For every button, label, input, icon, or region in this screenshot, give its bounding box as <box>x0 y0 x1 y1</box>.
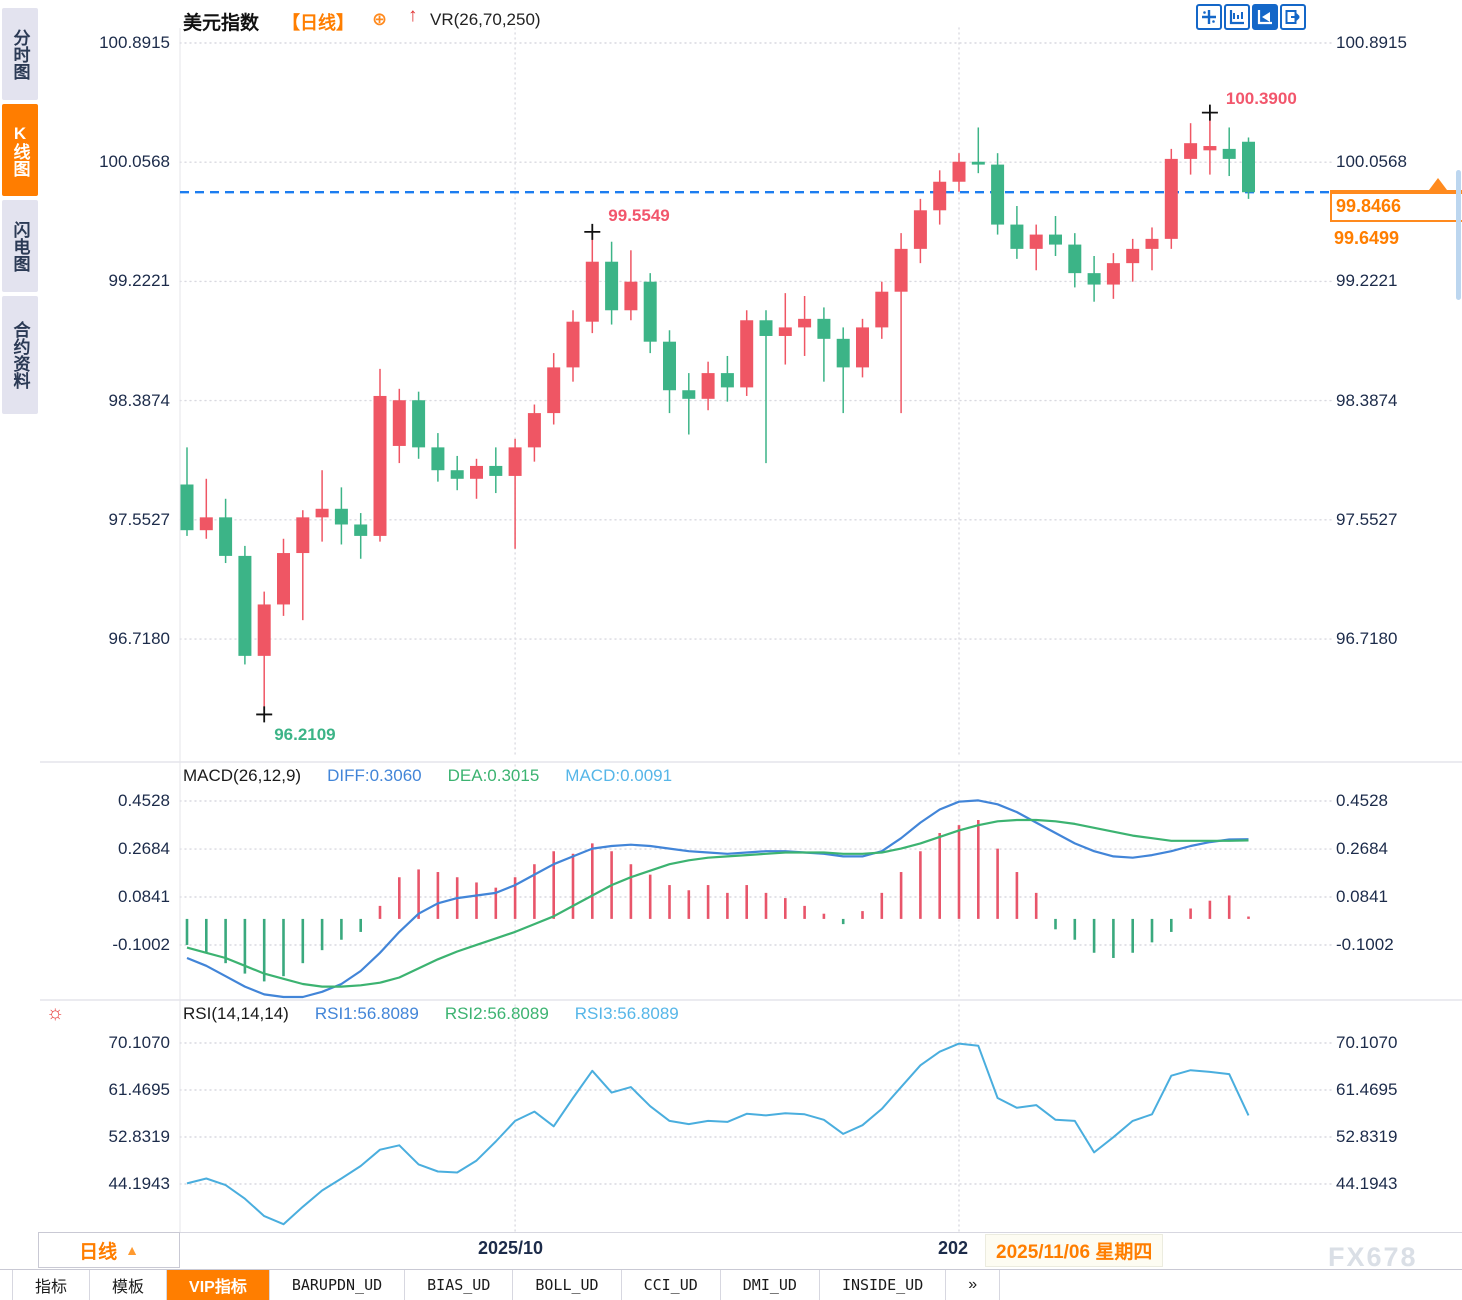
x-label-november-partial: 202 <box>938 1238 969 1258</box>
sidebar-item-candle-chart[interactable]: K线图 <box>2 104 38 196</box>
rsi2-value: RSI2:56.8089 <box>444 1004 549 1023</box>
alert-sun-icon[interactable]: ☼ <box>46 1002 65 1024</box>
crosshair-date-box: 2025/11/06 星期四 <box>985 1234 1164 1267</box>
price-axis-label-right: 100.0568 <box>1336 152 1407 172</box>
alert-price-tag: 99.6499 <box>1330 224 1462 252</box>
price-axis-label-right: 97.5527 <box>1336 509 1398 529</box>
price-axis-label-left: 99.2221 <box>108 271 170 291</box>
price-up-arrow-icon <box>1429 178 1447 190</box>
period-tag[interactable]: 【日线】 <box>282 13 354 33</box>
rsi-axis-label-left: 52.8319 <box>108 1127 170 1146</box>
overlay-indicator-label[interactable]: VR(26,70,250) <box>430 10 541 29</box>
x-axis-bar <box>40 1232 1462 1270</box>
x-label-october: 2025/10 <box>478 1238 544 1258</box>
sidebar-item-flash-chart[interactable]: 闪电图 <box>2 200 38 292</box>
auto-scale-icon[interactable] <box>1252 4 1278 30</box>
indicator-tab[interactable]: INSIDE_UD <box>820 1270 947 1300</box>
price-annotation: 100.3900 <box>1225 88 1297 108</box>
rsi1-value: RSI1:56.8089 <box>314 1004 419 1023</box>
symbol-title: 美元指数 <box>183 13 260 34</box>
rsi-axis-label-left: 70.1070 <box>108 1033 170 1052</box>
rsi-header: RSI(14,14,14) RSI1:56.8089 RSI2:56.8089 … <box>183 1004 679 1024</box>
indicator-tab[interactable]: 指标 <box>12 1270 91 1300</box>
watermark-logo: FX678 <box>1328 1242 1418 1272</box>
crosshair-icon[interactable] <box>1196 4 1222 30</box>
price-axis-label-left: 98.3874 <box>108 390 170 410</box>
macd-axis-label-right: 0.2684 <box>1336 839 1388 859</box>
indicator-tab[interactable]: BIAS_UD <box>405 1270 514 1300</box>
indicator-tab[interactable]: 模板 <box>90 1270 168 1300</box>
price-axis-label-right: 96.7180 <box>1336 629 1398 649</box>
macd-axis-label-left: 0.2684 <box>118 839 170 859</box>
indicator-tab-bar: 指标 模板 VIP指标 BARUPDN_UD BIAS_UD BOLL_UD CCI_UD D… <box>0 1269 1462 1300</box>
rsi-axis-label-right: 61.4695 <box>1336 1080 1398 1099</box>
timeframe-selector[interactable]: 日线 ▲ <box>38 1232 180 1268</box>
price-axis-label-left: 100.8915 <box>99 33 170 52</box>
rsi-axis-label-right: 44.1943 <box>1336 1174 1398 1193</box>
price-axis-label-left: 97.5527 <box>108 509 170 529</box>
rsi-axis-label-right: 70.1070 <box>1336 1033 1398 1052</box>
macd-header: MACD(26,12,9) DIFF:0.3060 DEA:0.3015 MAC… <box>183 766 672 786</box>
timeframe-label: 日线 <box>79 1241 118 1263</box>
price-axis-label-left: 100.0568 <box>99 152 170 172</box>
rsi-axis-label-left: 44.1943 <box>108 1174 170 1193</box>
last-price-tag: 99.8466 <box>1330 192 1462 222</box>
price-annotation: 96.2109 <box>274 725 336 745</box>
axis-scale-icon[interactable] <box>1224 4 1250 30</box>
indicator-tab[interactable]: BARUPDN_UD <box>270 1270 406 1300</box>
macd-diff-value: DIFF:0.3060 <box>327 766 422 785</box>
price-axis-label-right: 99.2221 <box>1336 271 1398 291</box>
indicator-tab[interactable]: VIP指标 <box>167 1270 270 1300</box>
indicator-tab[interactable]: BOLL_UD <box>513 1270 622 1300</box>
indicator-tab[interactable]: DMI_UD <box>721 1270 820 1300</box>
indicator-tab[interactable]: CCI_UD <box>622 1270 721 1300</box>
macd-hist-value: MACD:0.0091 <box>565 766 673 785</box>
caret-up-icon: ▲ <box>125 1242 139 1258</box>
right-scrollbar[interactable] <box>1456 170 1461 300</box>
indicator-tab[interactable]: » <box>946 1270 1001 1300</box>
last-price-line <box>1330 190 1462 192</box>
sidebar-item-timeline-chart[interactable]: 分时图 <box>2 8 38 100</box>
rsi-axis-label-left: 61.4695 <box>108 1080 170 1099</box>
vr-up-arrow-icon: ↑ <box>408 5 418 26</box>
rsi-name[interactable]: RSI(14,14,14) <box>183 1004 289 1023</box>
sidebar-item-contract-info[interactable]: 合约资料 <box>2 296 38 414</box>
macd-axis-label-right: 0.4528 <box>1336 791 1388 810</box>
price-axis-label-right: 98.3874 <box>1336 390 1398 410</box>
macd-name[interactable]: MACD(26,12,9) <box>183 766 302 785</box>
rsi-axis-label-right: 52.8319 <box>1336 1127 1398 1146</box>
rsi3-value: RSI3:56.8089 <box>574 1004 679 1023</box>
macd-axis-label-left: 0.0841 <box>118 887 170 906</box>
pan-right-icon[interactable] <box>1280 4 1306 30</box>
macd-axis-label-right: 0.0841 <box>1336 887 1388 906</box>
macd-dea-value: DEA:0.3015 <box>447 766 540 785</box>
price-annotation: 99.5549 <box>608 205 670 225</box>
price-axis-label-left: 96.7180 <box>108 629 170 649</box>
price-axis-label-right: 100.8915 <box>1336 33 1407 52</box>
add-indicator-icon[interactable]: ⊕ <box>372 9 388 29</box>
macd-axis-label-right: -0.1002 <box>1336 935 1394 954</box>
macd-axis-label-left: -0.1002 <box>112 935 170 954</box>
macd-axis-label-left: 0.4528 <box>118 791 170 810</box>
